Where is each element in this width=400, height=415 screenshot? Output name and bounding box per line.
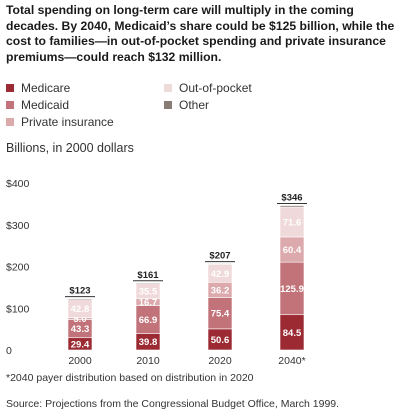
segment-label-medicaid-3: 125.9 xyxy=(280,284,304,295)
x-tick-label-3: 2040* xyxy=(278,355,305,367)
segment-label-private-insurance-3: 60.4 xyxy=(283,245,302,256)
total-label-0: $123 xyxy=(69,286,90,297)
segment-label-medicaid-2: 75.4 xyxy=(211,309,230,320)
legend-label-medicaid: Medicaid xyxy=(21,98,70,112)
legend-item-out-of-pocket: Out-of-pocket xyxy=(164,81,252,95)
unit-label: Billions, in 2000 dollars xyxy=(6,141,134,155)
segment-label-medicare-0: 29.4 xyxy=(71,339,90,350)
legend-label-other: Other xyxy=(179,98,210,112)
bar-segment-other-0 xyxy=(67,298,93,300)
legend-label-out-of-pocket: Out-of-pocket xyxy=(179,81,252,95)
x-tick-label-0: 2000 xyxy=(68,355,92,367)
stacked-bar-chart: 0 $100 $200 $300 $400 29.4 43.35.042.8 $123 2000… xyxy=(6,178,307,367)
footnote: *2040 payer distribution based on distri… xyxy=(6,372,254,384)
bar-segment-other-1 xyxy=(135,282,161,284)
bar-segment-medicaid-3 xyxy=(279,261,305,316)
bar-segment-other-2 xyxy=(207,263,233,265)
y-tick-label-2: $200 xyxy=(6,262,30,274)
bar-segment-other-3 xyxy=(279,205,305,208)
legend-swatch-medicaid xyxy=(6,101,14,109)
legend: Medicare Out-of-pocket Medicaid Other Pr… xyxy=(6,81,396,131)
segment-label-medicaid-0: 43.3 xyxy=(71,324,90,335)
legend-swatch-other xyxy=(164,101,172,109)
legend-label-medicare: Medicare xyxy=(21,81,71,95)
source-note: Source: Projections from the Congression… xyxy=(6,398,340,410)
x-tick-label-2: 2020 xyxy=(208,355,232,367)
total-label-3: $346 xyxy=(281,193,302,204)
y-tick-label-0: 0 xyxy=(6,345,12,357)
segment-label-medicare-3: 84.5 xyxy=(283,328,302,339)
segment-label-out-of-pocket-0: 42.8 xyxy=(71,304,90,315)
legend-item-other: Other xyxy=(164,98,209,112)
segment-label-medicare-1: 39.8 xyxy=(139,337,158,348)
legend-label-private-insurance: Private insurance xyxy=(21,115,114,129)
legend-swatch-out-of-pocket xyxy=(164,84,172,92)
bar-segment-medicaid-2 xyxy=(207,297,233,330)
bar-segment-medicare-3 xyxy=(279,314,305,351)
y-tick-label-1: $100 xyxy=(6,303,30,315)
segment-label-out-of-pocket-2: 42.9 xyxy=(211,269,230,280)
segment-label-private-insurance-0: 5.0 xyxy=(73,314,86,325)
legend-item-private-insurance: Private insurance xyxy=(6,115,114,129)
segment-label-medicare-2: 50.6 xyxy=(211,335,230,346)
segment-label-private-insurance-1: 16.7 xyxy=(139,297,158,308)
legend-item-medicaid: Medicaid xyxy=(6,98,69,112)
y-tick-label-4: $400 xyxy=(6,178,30,190)
bar-segment-medicaid-1 xyxy=(135,305,161,334)
bar-segment-private-insurance-3 xyxy=(279,236,305,263)
legend-swatch-private-insurance xyxy=(6,118,14,126)
total-label-1: $161 xyxy=(137,270,159,281)
headline: Total spending on long-term care will mu… xyxy=(6,3,395,64)
y-tick-label-3: $300 xyxy=(6,220,30,232)
segment-label-out-of-pocket-3: 71.6 xyxy=(283,217,302,228)
segment-label-out-of-pocket-1: 35.5 xyxy=(139,287,158,298)
legend-swatch-medicare xyxy=(6,84,14,92)
segment-label-medicaid-1: 66.9 xyxy=(139,315,158,326)
total-label-2: $207 xyxy=(209,251,230,262)
x-tick-label-1: 2010 xyxy=(136,355,160,367)
segment-label-private-insurance-2: 36.2 xyxy=(211,285,230,296)
legend-item-medicare: Medicare xyxy=(6,81,70,95)
